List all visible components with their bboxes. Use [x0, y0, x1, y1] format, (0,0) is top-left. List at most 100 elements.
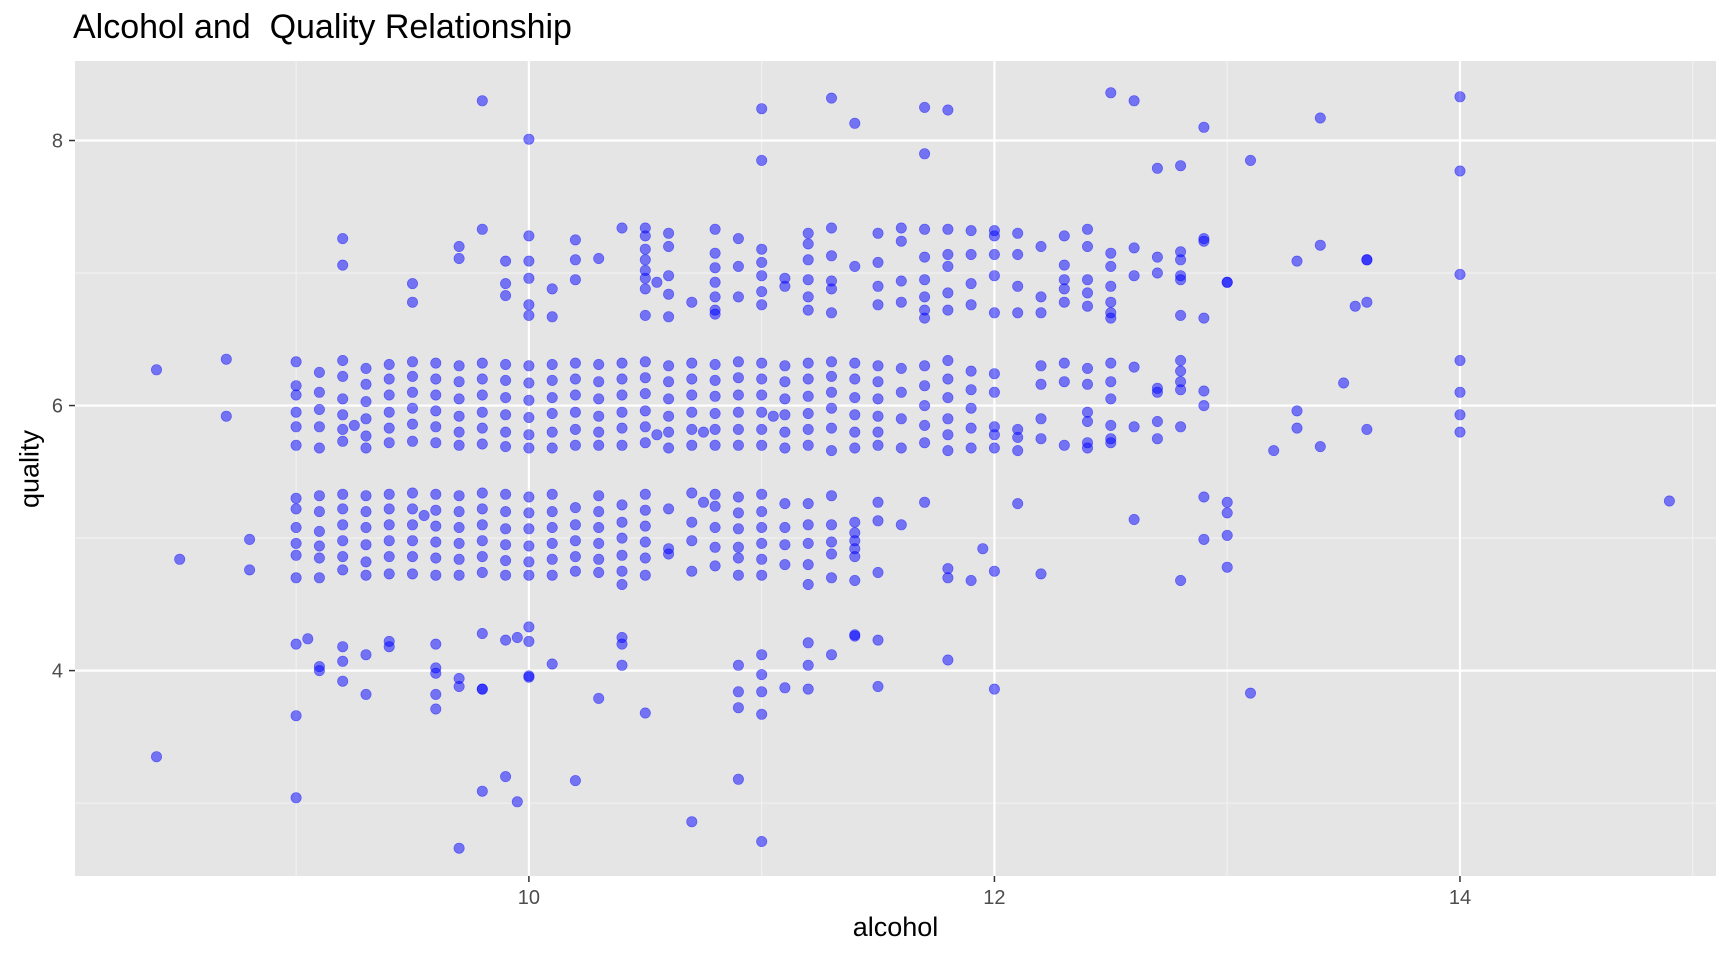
data-point: [151, 751, 163, 763]
data-point: [895, 519, 907, 531]
data-point: [919, 496, 931, 508]
data-point: [406, 278, 418, 290]
data-point: [1128, 270, 1140, 282]
data-point: [569, 423, 581, 435]
data-point: [756, 708, 768, 720]
data-point: [1221, 507, 1233, 519]
data-point: [313, 403, 325, 415]
data-point: [476, 683, 488, 695]
data-point: [453, 842, 465, 854]
data-point: [756, 256, 768, 268]
data-point: [779, 360, 791, 372]
data-point: [639, 707, 651, 719]
data-point: [709, 423, 721, 435]
data-point: [849, 373, 861, 385]
data-point: [616, 222, 628, 234]
data-point: [942, 572, 954, 584]
data-point: [313, 552, 325, 564]
data-point: [1105, 296, 1117, 308]
data-point: [1035, 413, 1047, 425]
data-point: [802, 537, 814, 549]
data-point: [895, 275, 907, 287]
data-point: [732, 702, 744, 714]
data-point: [849, 409, 861, 421]
data-point: [313, 490, 325, 502]
plot-panel: [75, 61, 1716, 876]
data-point: [430, 520, 442, 532]
data-point: [709, 407, 721, 419]
data-point: [360, 442, 372, 454]
data-point: [430, 552, 442, 564]
data-point: [360, 556, 372, 568]
data-point: [663, 227, 675, 239]
data-point: [523, 377, 535, 389]
data-point: [988, 442, 1000, 454]
data-point: [756, 537, 768, 549]
data-point: [593, 410, 605, 422]
data-point: [1268, 445, 1280, 457]
major-gridlines: [75, 61, 1716, 876]
data-point: [546, 311, 558, 323]
data-point: [767, 410, 779, 422]
data-point: [546, 283, 558, 295]
data-point: [1105, 437, 1117, 449]
data-point: [825, 370, 837, 382]
data-point: [476, 566, 488, 578]
data-point: [569, 234, 581, 246]
data-point: [383, 406, 395, 418]
data-point: [1175, 309, 1187, 321]
data-point: [290, 380, 302, 392]
data-point: [1198, 385, 1210, 397]
data-point: [1128, 95, 1140, 107]
data-point: [430, 357, 442, 369]
data-point: [942, 354, 954, 366]
data-point: [1058, 376, 1070, 388]
data-point: [756, 154, 768, 166]
data-point: [337, 409, 349, 421]
data-point: [453, 506, 465, 518]
data-point: [1291, 405, 1303, 417]
data-point: [732, 423, 744, 435]
data-point: [802, 227, 814, 239]
data-point: [546, 374, 558, 386]
data-point: [709, 291, 721, 303]
data-point: [756, 835, 768, 847]
data-point: [406, 487, 418, 499]
data-point: [802, 304, 814, 316]
data-point: [686, 516, 698, 528]
data-point: [919, 419, 931, 431]
data-point: [895, 362, 907, 374]
data-point: [779, 442, 791, 454]
data-point: [1175, 384, 1187, 396]
data-point: [988, 429, 1000, 441]
data-point: [872, 496, 884, 508]
data-point: [802, 423, 814, 435]
y-tick-label: 8: [52, 131, 63, 153]
data-point: [965, 249, 977, 261]
data-point: [500, 358, 512, 370]
data-point: [895, 442, 907, 454]
data-point: [802, 519, 814, 531]
data-point: [453, 241, 465, 253]
data-point: [1221, 496, 1233, 508]
data-point: [453, 360, 465, 372]
data-point: [663, 288, 675, 300]
data-point: [546, 488, 558, 500]
data-point: [872, 376, 884, 388]
data-point: [430, 405, 442, 417]
data-point: [511, 631, 523, 643]
data-point: [616, 565, 628, 577]
data-point: [825, 572, 837, 584]
data-point: [779, 409, 791, 421]
data-point: [1012, 227, 1024, 239]
data-point: [523, 621, 535, 633]
data-point: [1058, 296, 1070, 308]
data-point: [988, 368, 1000, 380]
data-point: [1012, 445, 1024, 457]
data-point: [802, 659, 814, 671]
data-point: [919, 148, 931, 160]
data-point: [290, 406, 302, 418]
data-point: [802, 291, 814, 303]
data-point: [1663, 495, 1675, 507]
data-point: [849, 426, 861, 438]
